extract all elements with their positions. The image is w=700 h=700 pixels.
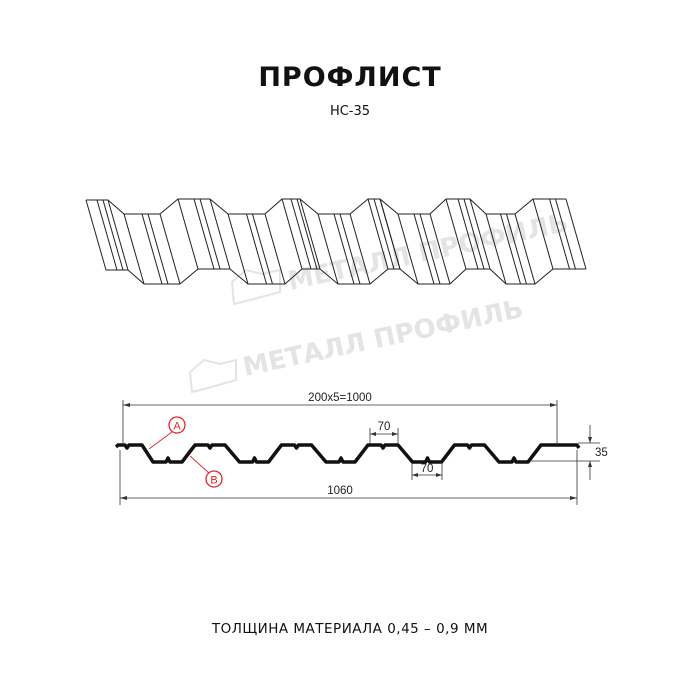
sheet-fold-line [445,198,467,270]
sheet-fold-line [85,199,107,271]
sheet-rib-line [379,198,401,270]
sheet-rib-line [296,198,318,270]
sheet-fold-line [469,198,491,270]
sheet-perspective-view [85,198,587,285]
dimension-arrows [120,403,592,500]
sheet-fold-line [299,198,321,270]
watermark-text: МЕТАЛЛ ПРОФИЛЬ [240,294,526,383]
sheet-rib-line [339,213,361,285]
dim-pitch-total: 200x5=1000 [308,392,372,404]
sheet-rib-line [373,198,395,270]
sheet-fold-line [281,198,303,270]
marker-b: B [189,455,223,488]
marker-a: A [148,416,186,450]
profile-line [114,443,581,464]
sheet-fold-line [367,198,389,270]
sheet-fold-line [532,198,554,270]
sheet-fold-line [177,198,199,270]
watermark-logo-icon [230,268,281,306]
marker-a-label: A [173,421,181,433]
profile-section [114,443,581,464]
sheet-fold-line [107,199,129,271]
sheet-fold-line [123,213,145,285]
sheet-rib-line [463,198,485,270]
profile-model: НС-35 [329,104,371,119]
dim-bottom-width: 70 [421,463,434,475]
sheet-rib-line [102,199,124,271]
sheet-top-edge [86,198,566,215]
sheet-rib-line [199,198,221,270]
sheet-rib-line [290,198,312,270]
sheet-rib-line [506,213,527,285]
watermark-upper: МЕТАЛЛ ПРОФИЛЬ [230,208,571,306]
sheet-fold-line [209,198,231,270]
sheet-rib-line [500,213,521,285]
sheet-fold-line [317,213,339,285]
sheet-rib-line [555,198,576,270]
sheet-fold-line [227,213,249,285]
sheet-fold-line [159,213,181,285]
sheet-fold-line [429,213,451,285]
page-title: ПРОФЛИСТ [258,62,442,93]
watermark-lower: МЕТАЛЛ ПРОФИЛЬ [188,294,526,394]
dim-top-width: 70 [378,421,391,433]
sheet-rib-line [252,213,273,285]
sheet-fold-line [264,213,286,285]
sheet-rib-line [457,198,479,270]
dimension-lines [119,400,600,505]
sheet-rib-line [549,198,570,270]
sheet-fold-line [514,213,536,285]
sheet-rib-line [141,213,163,285]
sheet-rib-line [419,213,441,285]
sheet-rib-line [413,213,435,285]
sheet-rib-line [96,199,118,271]
watermark-logo-icon [188,358,237,394]
sheet-fold-line [349,213,371,285]
sheet-fold-line [397,213,419,285]
sheet-rib-line [246,213,267,285]
sheet-fold-line [565,198,587,270]
dim-overall-width: 1060 [327,485,353,497]
sheet-rib-line [147,213,169,285]
marker-b-label: B [210,475,217,487]
dim-height: 35 [595,447,608,459]
sheet-fold-line [485,213,507,285]
material-thickness: ТОЛЩИНА МАТЕРИАЛА 0,45 – 0,9 ММ [211,621,489,637]
sheet-rib-line [333,213,355,285]
sheet-rib-line [193,198,215,270]
